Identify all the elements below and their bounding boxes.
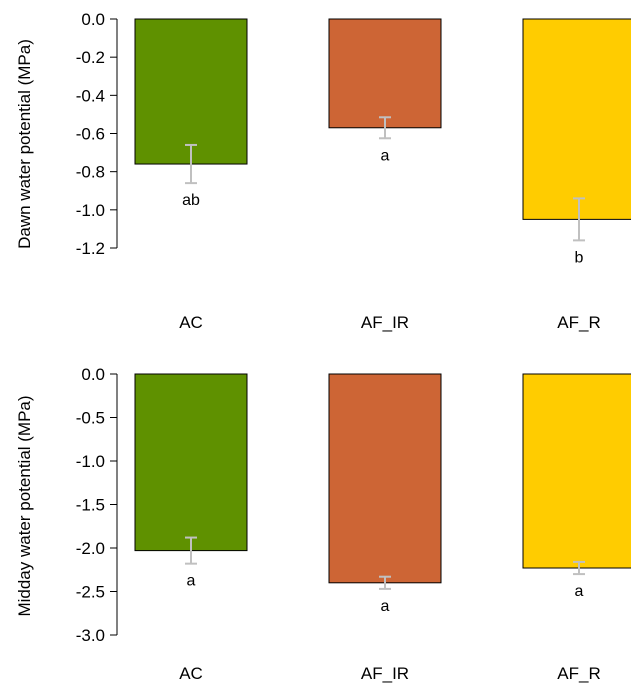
dawn-error-bar: [573, 197, 585, 242]
dawn-y-tick-label: -0.8: [76, 163, 105, 182]
midday-panel: Midday water potential (MPa) 0.0 -0.5 -1.0…: [15, 365, 631, 683]
dawn-y-tick-label: 0.0: [81, 10, 105, 29]
midday-category-label: AC: [179, 664, 203, 683]
midday-bar-af-r: [522, 373, 631, 569]
dawn-significance-letter: a: [381, 147, 390, 164]
midday-bar-ac: [134, 373, 248, 552]
dawn-y-tick-label: -1.0: [76, 201, 105, 220]
dawn-y-tick-label: -0.2: [76, 48, 105, 67]
dawn-bar-af-r: [522, 18, 631, 220]
midday-y-axis-title: Midday water potential (MPa): [15, 395, 34, 616]
midday-y-tick-label: -3.0: [76, 626, 105, 645]
midday-y-tick-label: -1.0: [76, 452, 105, 471]
dawn-y-axis-title: Dawn water potential (MPa): [15, 39, 34, 249]
midday-y-tick-label: -0.5: [76, 409, 105, 428]
dawn-error-bar: [185, 143, 197, 185]
midday-significance-letter: a: [575, 583, 584, 600]
dawn-category-label: AF_IR: [361, 313, 409, 332]
dawn-y-tick-label: -0.6: [76, 125, 105, 144]
dawn-error-bar: [379, 116, 391, 140]
dawn-bar-af-ir: [328, 18, 442, 129]
dawn-y-tick-label: -0.4: [76, 86, 105, 105]
midday-y-tick-label: -2.5: [76, 583, 105, 602]
midday-bar-af-ir: [328, 373, 442, 584]
dawn-bar-ac: [134, 18, 248, 165]
midday-category-label: AF_IR: [361, 664, 409, 683]
dawn-panel: Dawn water potential (MPa) 0.0 -0.2 -0.4 -0…: [15, 10, 631, 332]
midday-error-bar: [379, 575, 391, 590]
dawn-y-tick-label: -1.2: [76, 239, 105, 258]
midday-category-label: AF_R: [557, 664, 600, 683]
dawn-category-label: AC: [179, 313, 203, 332]
dawn-significance-letter: b: [575, 249, 584, 266]
midday-y-tick-label: -2.0: [76, 539, 105, 558]
midday-error-bar: [185, 536, 197, 565]
dawn-significance-letter: ab: [182, 192, 200, 209]
midday-significance-letter: a: [187, 573, 196, 590]
dawn-category-label: AF_R: [557, 313, 600, 332]
midday-error-bar: [573, 560, 585, 576]
midday-significance-letter: a: [381, 598, 390, 615]
midday-y-tick-label: 0.0: [81, 365, 105, 384]
midday-y-tick-label: -1.5: [76, 496, 105, 515]
